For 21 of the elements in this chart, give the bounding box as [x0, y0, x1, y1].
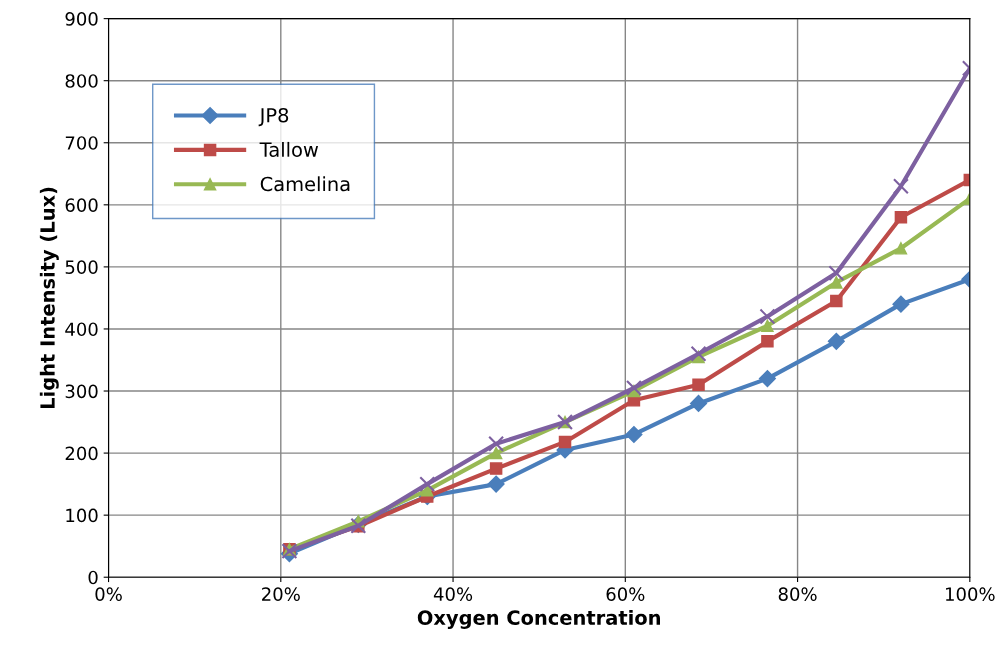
y-tick-label: 600 [65, 198, 98, 212]
legend-label: JP8 [258, 107, 289, 127]
y-tick-label: 900 [65, 12, 98, 26]
x-axis-title: Oxygen Concentration [417, 609, 660, 629]
y-tick-label: 300 [65, 384, 98, 399]
y-tick-label: 700 [65, 136, 98, 150]
y-tick-label: 0 [88, 570, 98, 585]
x-tick-label: 80% [778, 587, 817, 601]
y-tick-label: 400 [65, 322, 98, 337]
y-tick-label: 800 [65, 74, 98, 88]
x-tick-label: 20% [262, 587, 300, 601]
x-tick-label: 100% [946, 587, 995, 601]
x-tick-label: 40% [433, 587, 473, 601]
x-tick-label: 60% [606, 587, 645, 601]
y-tick-label: 100 [66, 508, 98, 523]
x-tick-label: 0% [95, 587, 122, 601]
legend-label: Camelina [260, 176, 350, 192]
legend-label: Tallow [259, 141, 319, 157]
y-axis-title: Light Intensity (Lux) [39, 187, 59, 409]
y-tick-label: 200 [65, 446, 98, 461]
y-tick-label: 500 [65, 260, 98, 274]
